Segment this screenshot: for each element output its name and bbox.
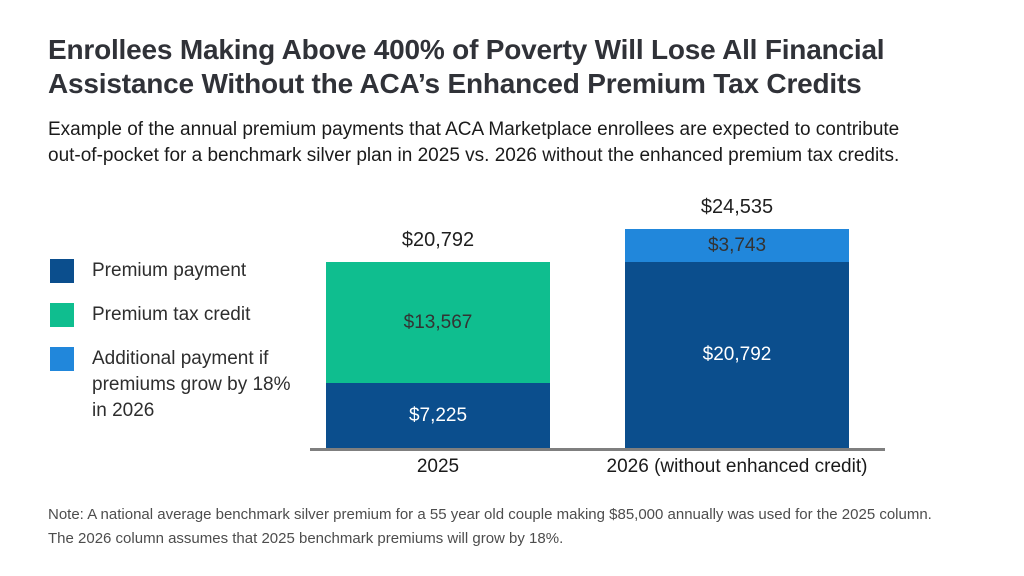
legend-item-3: Additional payment if premiums grow by 1… [50, 346, 292, 424]
legend-swatch-icon [50, 347, 74, 371]
x-axis-category-label: 2026 (without enhanced credit) [606, 456, 868, 477]
segment-value-label: $20,792 [702, 344, 772, 365]
legend-label: Premium tax credit [92, 304, 251, 325]
legend-label: Additional payment if premiums grow by 1… [92, 348, 291, 421]
chart-title-line-1: Enrollees Making Above 400% of Poverty W… [48, 34, 885, 65]
stacked-bar-1: $7,225 $13,567 [326, 262, 550, 448]
bar-segment-premium-tax: $13,567 [326, 262, 550, 383]
chart-subtitle-line-1: Example of the annual premium payments t… [48, 119, 900, 140]
legend-label: Premium payment [92, 260, 247, 281]
chart-title: Enrollees Making Above 400% of Poverty W… [48, 33, 978, 101]
legend-item-1: Premium payment [50, 258, 292, 284]
bar-total-label: $20,792 [401, 229, 475, 251]
bar-segment-premium-payment: $20,792 [625, 262, 849, 448]
chart-subtitle: Example of the annual premium payments t… [48, 117, 998, 169]
chart-title-line-2: Assistance Without the ACA’s Enhanced Pr… [48, 68, 862, 99]
segment-value-label: $7,225 [408, 404, 468, 426]
chart-subtitle-line-2: out-of-pocket for a benchmark silver pla… [48, 145, 900, 166]
bar-segment-premium-payment: $7,225 [326, 383, 550, 448]
footnote-line-2: The 2026 column assumes that 2025 benchm… [48, 530, 564, 547]
bar-total-label: $24,535 [700, 196, 774, 218]
footnote: Note: A national average benchmark silve… [48, 503, 998, 551]
legend-swatch-icon [50, 259, 74, 283]
x-axis-line [310, 448, 885, 451]
x-axis-category-label: 2025 [416, 456, 460, 477]
legend-swatch-icon [50, 303, 74, 327]
legend: Premium payment Premium tax credit Additio… [50, 258, 292, 442]
segment-value-label: $3,743 [707, 234, 767, 256]
segment-value-label: $13,567 [403, 311, 473, 333]
stacked-bar-2: $20,792 $3,743 [625, 229, 849, 448]
legend-item-2: Premium tax credit [50, 302, 292, 328]
footnote-line-1: Note: A national average benchmark silve… [48, 506, 932, 523]
bar-segment-additional-payment: $3,743 [625, 229, 849, 262]
